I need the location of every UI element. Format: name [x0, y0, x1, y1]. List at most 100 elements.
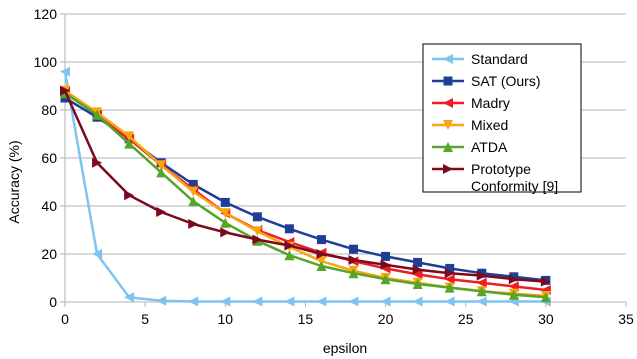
- data-point-3-4: [188, 186, 199, 197]
- legend-label-2: Madry: [471, 95, 510, 111]
- x-tick-label-35: 35: [618, 311, 634, 327]
- data-point-5-3: [156, 207, 167, 217]
- series-group: [60, 66, 551, 307]
- legend-marker-3: [443, 120, 453, 130]
- series-0: [60, 66, 551, 307]
- series-4: [60, 88, 551, 303]
- y-tick-label-40: 40: [41, 198, 57, 214]
- data-point-4-13: [476, 286, 487, 297]
- legend-marker-1: [443, 76, 453, 86]
- data-point-1-4: [188, 179, 198, 189]
- data-point-5-2: [124, 190, 135, 201]
- legend-marker-4: [443, 142, 453, 152]
- series-line-0: [63, 71, 546, 303]
- series-line-5: [63, 90, 546, 283]
- y-tick-label-0: 0: [49, 294, 57, 310]
- data-point-1-11: [413, 257, 423, 267]
- data-point-3-5: [220, 208, 231, 219]
- legend-label-5-0: Prototype: [471, 161, 531, 177]
- x-tick-label-0: 0: [61, 311, 69, 327]
- data-point-4-1: [92, 109, 103, 120]
- legend-marker-0: [443, 54, 453, 64]
- data-point-1-9: [349, 244, 359, 254]
- data-point-4-11: [412, 279, 423, 289]
- data-point-2-11: [412, 269, 423, 280]
- legend-label-1: SAT (Ours): [471, 73, 541, 89]
- data-point-5-10: [380, 259, 391, 270]
- data-point-0-5: [220, 296, 231, 307]
- data-point-3-6: [252, 226, 263, 237]
- data-point-1-12: [445, 263, 455, 273]
- y-tick-labels: 0 20 40 60 80 100 120: [34, 6, 58, 310]
- data-point-0-4: [188, 296, 199, 307]
- data-point-5-9: [348, 255, 359, 265]
- data-point-4-15: [540, 292, 551, 303]
- data-point-4-12: [444, 282, 455, 293]
- data-point-0-10: [380, 296, 391, 307]
- x-tick-label-15: 15: [298, 311, 314, 327]
- y-tick-label-80: 80: [41, 102, 57, 118]
- y-tick-label-20: 20: [41, 246, 57, 262]
- data-point-1-5: [220, 197, 230, 207]
- data-point-1-10: [381, 251, 391, 261]
- data-point-0-2: [124, 292, 135, 303]
- legend-marker-5: [443, 164, 453, 174]
- data-point-5-8: [316, 249, 327, 259]
- data-point-0-9: [348, 296, 359, 307]
- data-point-0-6: [252, 296, 263, 307]
- data-point-4-7: [284, 250, 295, 261]
- data-point-5-4: [188, 219, 199, 229]
- y-tick-label-120: 120: [34, 6, 58, 22]
- legend-label-5-1: Conformity [9]: [471, 178, 558, 194]
- data-point-4-10: [380, 274, 391, 285]
- data-point-4-8: [316, 261, 327, 271]
- data-point-1-6: [252, 212, 262, 222]
- data-point-1-7: [284, 224, 294, 234]
- data-point-3-2: [124, 131, 135, 142]
- x-tick-label-30: 30: [538, 311, 554, 327]
- x-tick-label-5: 5: [141, 311, 149, 327]
- data-point-0-7: [284, 296, 295, 307]
- data-point-5-5: [220, 227, 231, 238]
- data-point-2-13: [476, 277, 487, 288]
- data-point-5-15: [540, 276, 551, 287]
- legend: Standard SAT (Ours) Madry Mixed ATDA Prototyp…: [422, 43, 582, 194]
- data-point-5-6: [252, 234, 263, 245]
- data-point-5-14: [508, 274, 519, 285]
- data-point-4-14: [508, 289, 519, 300]
- x-tick-labels: 0 5 10 15 20 25 30 35: [61, 311, 634, 327]
- legend-label-0: Standard: [471, 51, 528, 67]
- y-tick-label-60: 60: [41, 150, 57, 166]
- data-point-5-12: [444, 268, 455, 279]
- data-point-4-3: [156, 167, 167, 178]
- grid-lines: [65, 13, 626, 303]
- data-point-0-13: [476, 296, 487, 307]
- x-tick-label-10: 10: [217, 311, 233, 327]
- data-point-1-8: [316, 235, 326, 245]
- y-tick-label-100: 100: [34, 54, 58, 70]
- data-point-2-12: [444, 274, 455, 285]
- data-point-0-8: [316, 296, 327, 307]
- data-point-4-4: [188, 196, 199, 207]
- data-point-4-2: [124, 138, 135, 149]
- data-point-0-1: [92, 249, 103, 259]
- data-point-4-9: [348, 268, 359, 279]
- legend-label-4: ATDA: [471, 139, 508, 155]
- x-axis-label: epsilon: [323, 340, 367, 356]
- series-line-4: [64, 92, 546, 299]
- y-axis-label: Accuracy (%): [6, 140, 22, 223]
- data-point-5-0: [60, 85, 70, 96]
- legend-label-3: Mixed: [471, 117, 508, 133]
- data-point-0-12: [444, 296, 455, 307]
- x-tick-label-25: 25: [458, 311, 474, 327]
- data-point-5-13: [476, 270, 487, 281]
- data-point-0-3: [156, 295, 167, 306]
- data-point-4-5: [220, 217, 231, 228]
- data-point-0-11: [412, 296, 423, 307]
- data-point-0-0: [60, 66, 70, 77]
- legend-marker-2: [443, 98, 453, 108]
- data-point-3-3: [156, 160, 167, 171]
- data-point-5-7: [284, 240, 295, 251]
- data-point-5-11: [412, 264, 423, 275]
